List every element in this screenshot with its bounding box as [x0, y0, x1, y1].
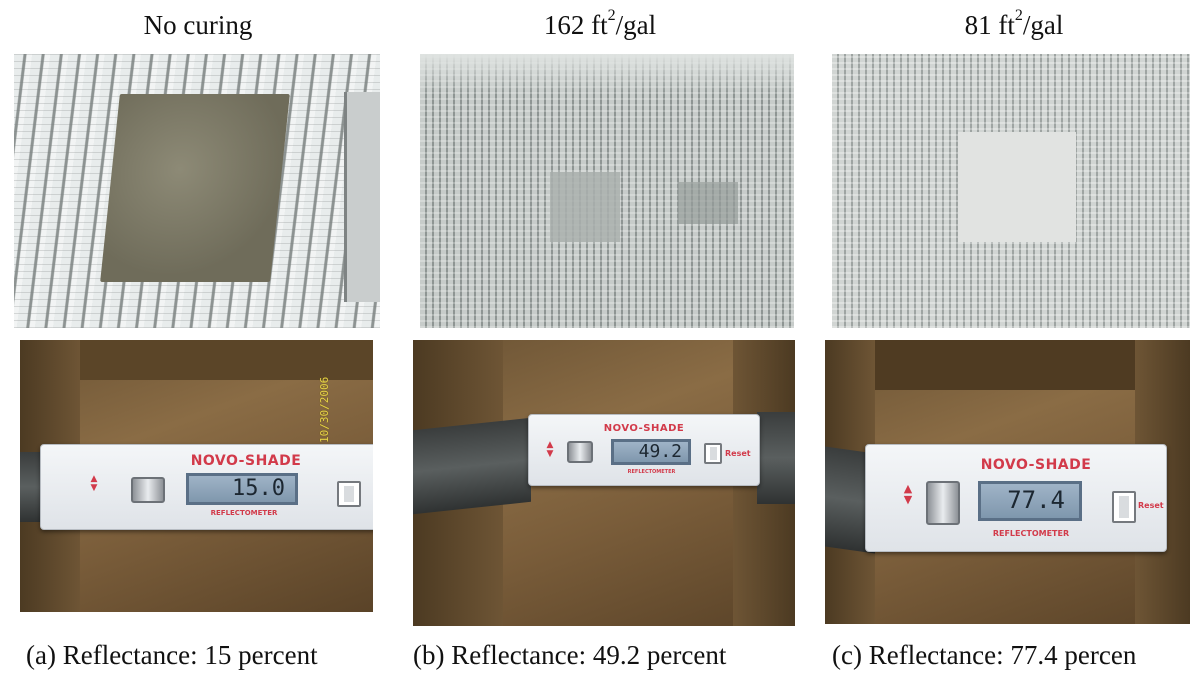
box-flap — [80, 340, 373, 380]
adjust-arrows-icon: ▲ ▼ — [903, 482, 913, 506]
caption-c: (c) Reflectance: 77.4 percen — [832, 640, 1137, 670]
date-stamp: 10/30/2006 — [318, 376, 331, 444]
title-c-unit: /gal — [1022, 10, 1064, 40]
reset-switch — [337, 481, 361, 507]
reflectometer-photo-b: ▲ ▼ NOVO-SHADE 49.2 REFLECTOMETER Reset — [413, 340, 795, 626]
slab-edge — [344, 92, 380, 302]
calibration-roller — [567, 441, 593, 463]
caption-a: (a) Reflectance: 15 percent — [26, 640, 318, 670]
title-b-sup: 2 — [607, 7, 616, 24]
title-162-ft2-gal: 162 ft2/gal — [520, 7, 680, 41]
meter-brand: NOVO-SHADE — [980, 457, 1092, 473]
concrete-photo-81 — [832, 54, 1190, 328]
reset-switch — [1112, 491, 1136, 523]
adjust-arrows-icon: ▲ ▼ — [90, 474, 98, 493]
strap — [757, 412, 795, 504]
caption-b: (b) Reflectance: 49.2 percent — [413, 640, 727, 670]
reflectometer-photo-a: ▲ ▼ NOVO-SHADE 15.0 REFLECTOMETER — [20, 340, 373, 612]
concrete-photo-no-curing — [14, 54, 380, 328]
reflectometer-photo-c: ▲ ▼ NOVO-SHADE 77.4 REFLECTOMETER Reset — [825, 340, 1190, 624]
box-flap — [875, 340, 1135, 390]
test-patch — [958, 132, 1076, 242]
meter-display: 15.0 — [186, 473, 298, 505]
uncured-test-patch — [100, 94, 290, 282]
test-patch — [550, 172, 620, 242]
title-c-value: 81 ft — [964, 10, 1015, 40]
calibration-roller — [131, 477, 165, 503]
reflectometer: ▲ ▼ NOVO-SHADE 77.4 REFLECTOMETER Reset — [865, 444, 1167, 552]
calibration-roller — [926, 481, 960, 525]
meter-display: 77.4 — [978, 481, 1082, 521]
meter-subtitle: REFLECTOMETER — [992, 529, 1070, 538]
reflectometer: ▲ ▼ NOVO-SHADE 15.0 REFLECTOMETER — [40, 444, 373, 530]
title-c-sup: 2 — [1014, 7, 1023, 24]
meter-brand: NOVO-SHADE — [603, 423, 685, 434]
title-b-value: 162 ft — [543, 10, 608, 40]
meter-subtitle: REFLECTOMETER — [210, 509, 278, 517]
title-no-curing: No curing — [143, 10, 253, 40]
meter-display: 49.2 — [611, 439, 691, 465]
strap — [413, 417, 531, 515]
reflectometer: ▲ ▼ NOVO-SHADE 49.2 REFLECTOMETER Reset — [528, 414, 760, 486]
title-81-ft2-gal: 81 ft2/gal — [944, 7, 1084, 41]
meter-brand: NOVO-SHADE — [190, 453, 302, 469]
adjust-arrows-icon: ▲ ▼ — [546, 440, 554, 459]
strap — [20, 452, 40, 522]
title-b-unit: /gal — [615, 10, 657, 40]
meter-subtitle: REFLECTOMETER — [627, 469, 676, 475]
test-patch — [678, 182, 738, 224]
reset-switch — [704, 443, 722, 464]
photo-glare — [420, 54, 794, 94]
reset-label: Reset — [725, 449, 751, 458]
reset-label: Reset — [1138, 501, 1164, 510]
concrete-photo-162 — [420, 54, 794, 328]
